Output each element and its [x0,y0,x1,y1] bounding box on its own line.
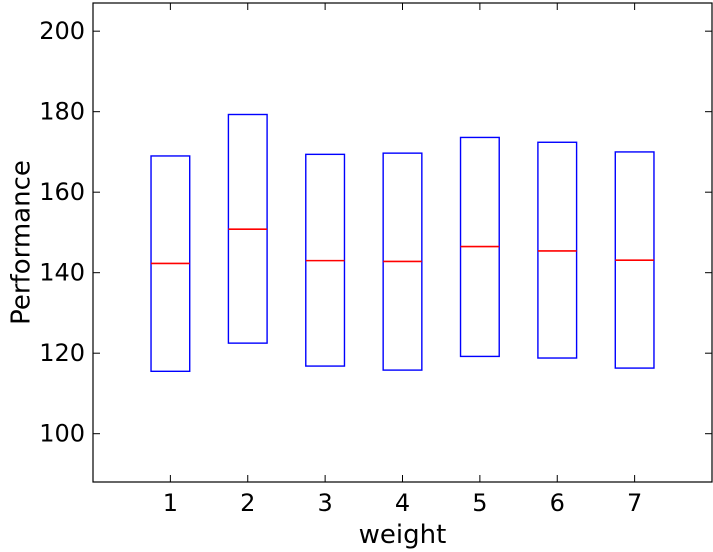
box-3 [305,153,346,367]
ticks-layer: 100 120 140 160 180 200 1 2 3 4 5 6 7 [39,3,712,517]
y-tick-label-200: 200 [39,17,85,45]
box-6 [537,141,578,359]
box-1 [150,155,191,373]
box-2 [227,113,268,344]
y-tick-label-180: 180 [39,98,85,126]
plot-frame [92,2,713,483]
y-axis-label: Performance [7,160,37,325]
box-rect-6 [537,141,578,359]
y-tick-label-140: 140 [39,259,85,287]
x-tick-label-5: 5 [472,489,487,517]
x-axis-label: weight [359,520,447,550]
box-7 [614,151,655,369]
y-tick-label-160: 160 [39,178,85,206]
x-tick-label-1: 1 [163,489,178,517]
box-4 [382,152,423,371]
x-tick-label-2: 2 [240,489,255,517]
x-tick-label-4: 4 [395,489,410,517]
x-tick-label-6: 6 [550,489,565,517]
y-tick-label-120: 120 [39,339,85,367]
y-tick-label-100: 100 [39,420,85,448]
boxes-layer [150,113,655,373]
x-tick-label-3: 3 [317,489,332,517]
box-5 [459,136,500,358]
x-tick-label-7: 7 [627,489,642,517]
